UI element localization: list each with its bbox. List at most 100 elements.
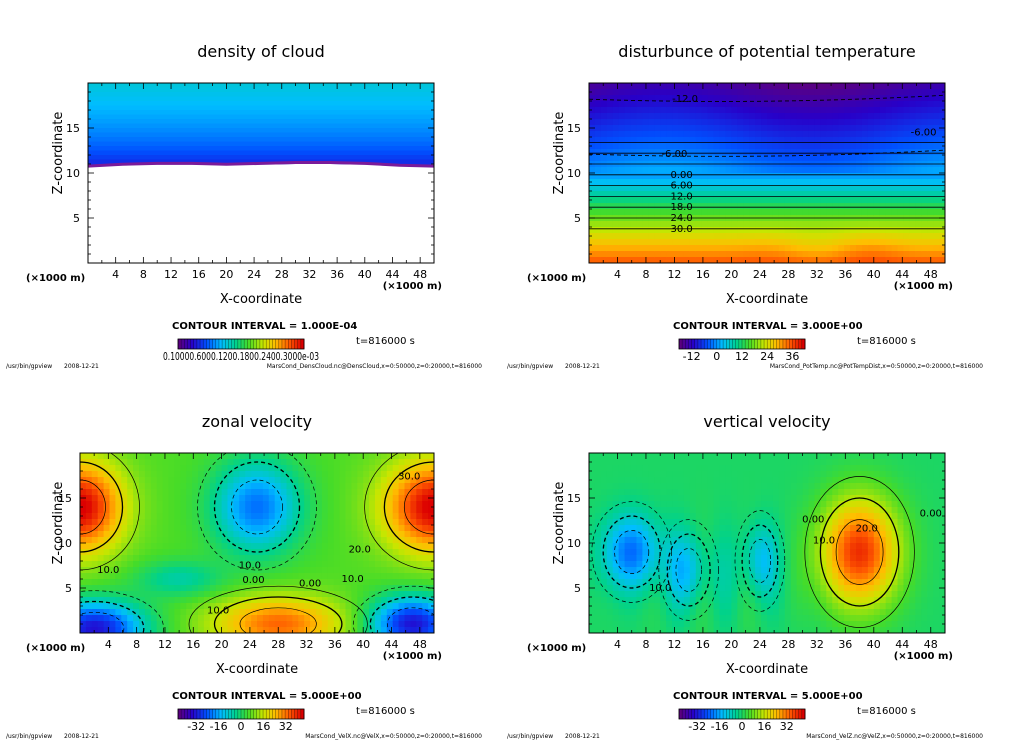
heatmap-cell-2 xyxy=(239,465,246,472)
heatmap-cell-2 xyxy=(280,549,288,556)
heatmap-cell-1 xyxy=(814,239,821,246)
heatmap-cell-2 xyxy=(121,513,128,520)
colorbar-segment xyxy=(237,709,242,719)
heatmap-cell-1 xyxy=(589,239,596,246)
heatmap-cell-1 xyxy=(856,125,863,132)
heatmap-cell-3 xyxy=(600,573,608,580)
heatmap-cell-1 xyxy=(707,179,715,186)
heatmap-cell-3 xyxy=(719,495,727,502)
heatmap-cell-2 xyxy=(133,609,140,616)
heatmap-cell-2 xyxy=(233,603,240,610)
heatmap-cell-1 xyxy=(808,155,816,162)
heatmap-cell-1 xyxy=(589,143,596,150)
heatmap-cell-2 xyxy=(180,585,187,592)
heatmap-cell-2 xyxy=(398,477,406,484)
heatmap-cell-1 xyxy=(737,83,744,90)
heatmap-cell-2 xyxy=(327,603,335,610)
heatmap-cell-1 xyxy=(606,185,614,192)
heatmap-cell-2 xyxy=(150,489,158,496)
heatmap-cell-1 xyxy=(755,125,762,132)
heatmap-cell-2 xyxy=(80,453,87,460)
heatmap-cell-3 xyxy=(642,591,649,598)
heatmap-cell-3 xyxy=(636,585,643,592)
heatmap-cell-1 xyxy=(891,131,899,138)
heatmap-cell-1 xyxy=(701,179,709,186)
heatmap-cell-2 xyxy=(109,555,116,562)
heatmap-cell-2 xyxy=(103,597,111,604)
heatmap-cell-2 xyxy=(97,513,105,520)
heatmap-cell-2 xyxy=(351,609,358,616)
heatmap-cell-3 xyxy=(600,609,608,616)
heatmap-cell-3 xyxy=(648,615,655,622)
colorbar-segment xyxy=(773,339,778,349)
heatmap-cell-1 xyxy=(867,209,875,216)
x-unit-label: (×1000 m) xyxy=(894,281,953,292)
heatmap-cell-2 xyxy=(357,477,364,484)
heatmap-cell-1 xyxy=(814,167,821,174)
heatmap-cell-3 xyxy=(725,519,732,526)
heatmap-cell-1 xyxy=(749,173,756,180)
heatmap-cell-2 xyxy=(392,615,400,622)
heatmap-cell-3 xyxy=(636,477,643,484)
heatmap-cell-1 xyxy=(701,221,709,228)
heatmap-cell-3 xyxy=(672,627,679,633)
heatmap-cell-1 xyxy=(624,245,632,252)
heatmap-cell-1 xyxy=(683,197,691,204)
heatmap-cell-2 xyxy=(162,477,170,484)
heatmap-cell-1 xyxy=(749,191,756,198)
heatmap-cell-3 xyxy=(648,603,655,610)
heatmap-cell-2 xyxy=(398,453,406,460)
heatmap-cell-1 xyxy=(606,155,614,162)
heatmap-cell-1 xyxy=(683,149,691,156)
heatmap-cell-1 xyxy=(844,149,851,156)
heatmap-cell-1 xyxy=(838,131,845,138)
heatmap-cell-2 xyxy=(380,537,388,544)
heatmap-cell-1 xyxy=(802,197,810,204)
heatmap-cell-1 xyxy=(761,227,768,234)
colorbar-segment xyxy=(228,339,233,349)
heatmap-cell-2 xyxy=(410,483,417,490)
heatmap-cell-1 xyxy=(589,95,596,102)
heatmap-cell-2 xyxy=(304,573,311,580)
heatmap-cell-1 xyxy=(589,251,596,258)
heatmap-cell-1 xyxy=(678,155,685,162)
heatmap-cell-3 xyxy=(589,513,596,520)
heatmap-cell-3 xyxy=(600,495,608,502)
heatmap-cell-1 xyxy=(921,89,928,96)
heatmap-cell-2 xyxy=(422,561,429,568)
heatmap-cell-2 xyxy=(345,609,352,616)
heatmap-cell-1 xyxy=(808,221,816,228)
heatmap-cell-1 xyxy=(844,143,851,150)
heatmap-cell-2 xyxy=(97,591,105,598)
heatmap-cell-2 xyxy=(239,501,246,508)
heatmap-cell-2 xyxy=(150,477,158,484)
heatmap-cell-1 xyxy=(903,191,910,198)
heatmap-cell-3 xyxy=(594,471,602,478)
heatmap-cell-1 xyxy=(636,137,643,144)
heatmap-cell-1 xyxy=(612,101,620,108)
heatmap-cell-2 xyxy=(316,555,323,562)
heatmap-cell-1 xyxy=(624,137,632,144)
heatmap-cell-2 xyxy=(416,579,423,586)
heatmap-cell-2 xyxy=(333,561,341,568)
heatmap-cell-2 xyxy=(416,615,423,622)
heatmap-cell-1 xyxy=(731,233,738,240)
heatmap-cell-3 xyxy=(612,579,620,586)
heatmap-cell-2 xyxy=(174,597,181,604)
heatmap-cell-2 xyxy=(380,483,388,490)
heatmap-cell-2 xyxy=(97,603,105,610)
heatmap-cell-2 xyxy=(274,591,282,598)
heatmap-cell-3 xyxy=(630,627,638,633)
heatmap-cell-1 xyxy=(719,257,727,263)
heatmap-cell-1 xyxy=(879,251,887,258)
colorbar-segment xyxy=(241,709,245,719)
heatmap-cell-3 xyxy=(683,501,691,508)
heatmap-cell-2 xyxy=(286,609,293,616)
heatmap-cell-1 xyxy=(755,203,762,210)
heatmap-cell-2 xyxy=(310,513,317,520)
heatmap-cell-3 xyxy=(612,501,620,508)
heatmap-cell-2 xyxy=(369,549,376,556)
heatmap-cell-1 xyxy=(713,137,721,144)
heatmap-cell-2 xyxy=(121,531,128,538)
contour-line xyxy=(364,453,434,571)
